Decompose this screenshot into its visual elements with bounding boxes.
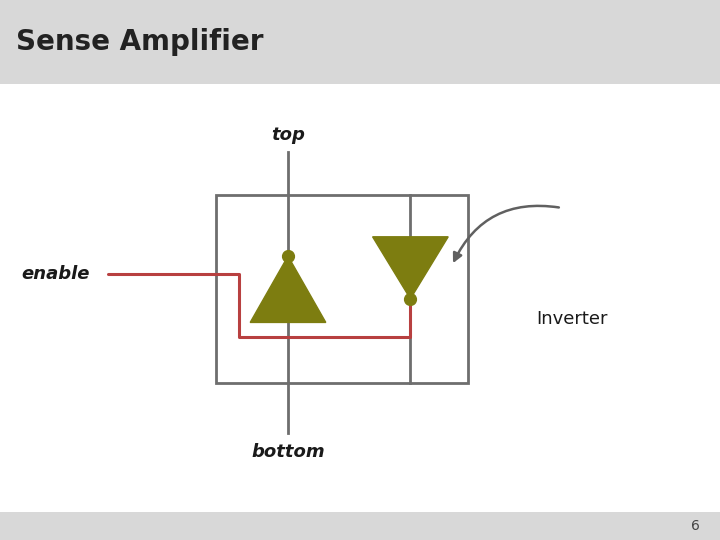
Text: Inverter: Inverter xyxy=(536,310,608,328)
Text: enable: enable xyxy=(22,265,90,284)
Text: bottom: bottom xyxy=(251,443,325,461)
Text: 6: 6 xyxy=(691,519,700,533)
Polygon shape xyxy=(251,256,325,322)
Text: top: top xyxy=(271,126,305,144)
FancyArrowPatch shape xyxy=(454,206,559,261)
Bar xyxy=(216,195,468,383)
Polygon shape xyxy=(373,237,448,299)
Text: Sense Amplifier: Sense Amplifier xyxy=(16,28,264,56)
